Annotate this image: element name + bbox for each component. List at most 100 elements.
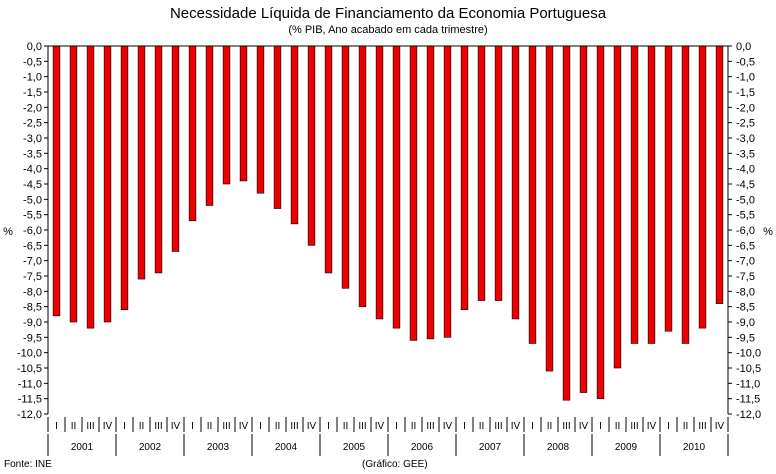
bar-29 — [528, 45, 537, 344]
quarter-label: II — [547, 421, 553, 432]
bar-24 — [443, 45, 452, 338]
quarter-label: III — [494, 421, 502, 432]
y-tick-label-left: -5,0 — [23, 194, 42, 206]
y-tick-label-left: -10,5 — [17, 363, 42, 375]
bar-30 — [545, 45, 554, 372]
bar-32 — [579, 45, 588, 393]
quarter-label: IV — [375, 421, 385, 432]
bar-16 — [307, 45, 316, 246]
y-tick-label-right: -10,5 — [736, 363, 761, 375]
quarter-label: I — [191, 421, 194, 432]
quarter-label: III — [630, 421, 638, 432]
y-tick-label-left: -7,0 — [23, 256, 42, 268]
bar-21 — [392, 45, 401, 329]
y-tick-label-left: -11,5 — [18, 394, 42, 406]
y-tick-label-left: -4,5 — [23, 179, 42, 191]
y-tick-label-right: -8,5 — [736, 302, 755, 314]
quarter-label: III — [154, 421, 162, 432]
bar-35 — [630, 45, 639, 344]
y-tick-label-right: -7,0 — [736, 256, 755, 268]
y-tick-label-right: -5,0 — [736, 194, 755, 206]
bar-13 — [256, 45, 265, 194]
y-tick-label-right: -2,0 — [736, 102, 755, 114]
quarter-label: I — [599, 421, 602, 432]
quarter-label: I — [667, 421, 670, 432]
bar-28 — [511, 45, 520, 320]
quarter-label: I — [259, 421, 262, 432]
y-tick-label-right: -6,0 — [736, 225, 755, 237]
axes-group — [47, 45, 729, 414]
y-tick-label-right: -6,5 — [736, 240, 755, 252]
y-tick-label-left: -8,5 — [23, 302, 42, 314]
year-label: 2008 — [547, 442, 570, 453]
year-label: 2003 — [207, 442, 230, 453]
y-tick-label-right: -5,5 — [736, 210, 755, 222]
y-ticks-group: 0,0 0,0 -0,5 -0,5 -1,0 -1,0 -1,5 -1,5 -2,0 -2,0 -2… — [17, 41, 761, 421]
y-tick-label-right: -7,5 — [736, 271, 755, 283]
quarter-label: II — [343, 421, 349, 432]
quarter-label: I — [395, 421, 398, 432]
y-tick-label-right: -12,0 — [736, 409, 761, 421]
quarter-label: IV — [579, 421, 589, 432]
bar-36 — [647, 45, 656, 344]
quarter-label: I — [123, 421, 126, 432]
y-tick-label-left: -1,5 — [23, 87, 42, 99]
quarter-label: IV — [171, 421, 181, 432]
year-label: 2007 — [479, 442, 502, 453]
bar-38 — [681, 45, 690, 344]
quarter-label: IV — [307, 421, 317, 432]
bar-1 — [52, 45, 61, 317]
quarter-label: I — [531, 421, 534, 432]
quarter-label: I — [463, 421, 466, 432]
quarter-label: I — [55, 421, 58, 432]
bar-8 — [171, 45, 180, 252]
bar-18 — [341, 45, 350, 289]
y-tick-label-right: -9,5 — [736, 332, 755, 344]
y-tick-label-right: -2,5 — [736, 118, 755, 130]
bar-26 — [477, 45, 486, 301]
bar-22 — [409, 45, 418, 341]
y-tick-label-left: -6,0 — [23, 225, 42, 237]
bar-23 — [426, 45, 435, 340]
y-tick-label-left: -8,0 — [23, 286, 42, 298]
y-tick-label-left: -5,5 — [23, 210, 42, 222]
bar-33 — [596, 45, 605, 399]
y-tick-label-left: -0,5 — [23, 56, 42, 68]
y-tick-label-right: -1,0 — [736, 72, 755, 84]
bar-10 — [205, 45, 214, 206]
bar-20 — [375, 45, 384, 320]
quarter-label: II — [71, 421, 77, 432]
y-tick-label-right: -3,5 — [736, 148, 755, 160]
quarter-label: II — [479, 421, 485, 432]
y-tick-label-left: -7,5 — [23, 271, 42, 283]
quarter-label: III — [290, 421, 298, 432]
quarter-label: III — [86, 421, 94, 432]
quarter-label: IV — [511, 421, 521, 432]
y-tick-label-left: -2,0 — [23, 102, 42, 114]
bar-2 — [69, 45, 78, 323]
quarter-label: II — [139, 421, 145, 432]
y-tick-label-right: -11,5 — [736, 394, 760, 406]
x-ticks-group: I II III IV I II III IV I II III IV I II III IV I II III IV… — [47, 417, 729, 456]
y-tick-label-right: -11,0 — [736, 378, 760, 390]
quarter-label: II — [411, 421, 417, 432]
chart-subtitle: (% PIB, Ano acabado em cada trimestre) — [288, 24, 487, 36]
year-label: 2004 — [275, 442, 298, 453]
y-tick-label-left: -4,0 — [23, 164, 42, 176]
bar-11 — [222, 45, 231, 185]
y-tick-label-left: -12,0 — [17, 409, 42, 421]
y-tick-label-left: -2,5 — [23, 118, 42, 130]
source-note: Fonte: INE — [4, 459, 52, 470]
chart-title: Necessidade Líquida de Financiamento da … — [170, 5, 607, 22]
y-tick-label-left: -10,0 — [17, 348, 42, 360]
bar-27 — [494, 45, 503, 301]
quarter-label: IV — [443, 421, 453, 432]
bar-25 — [460, 45, 469, 311]
y-tick-label-left: -3,0 — [23, 133, 42, 145]
bar-14 — [273, 45, 282, 209]
y-tick-label-right: 0,0 — [736, 41, 751, 53]
year-label: 2005 — [343, 442, 366, 453]
y-tick-label-right: -4,0 — [736, 164, 755, 176]
year-label: 2006 — [411, 442, 434, 453]
y-tick-label-left: -11,0 — [18, 378, 42, 390]
